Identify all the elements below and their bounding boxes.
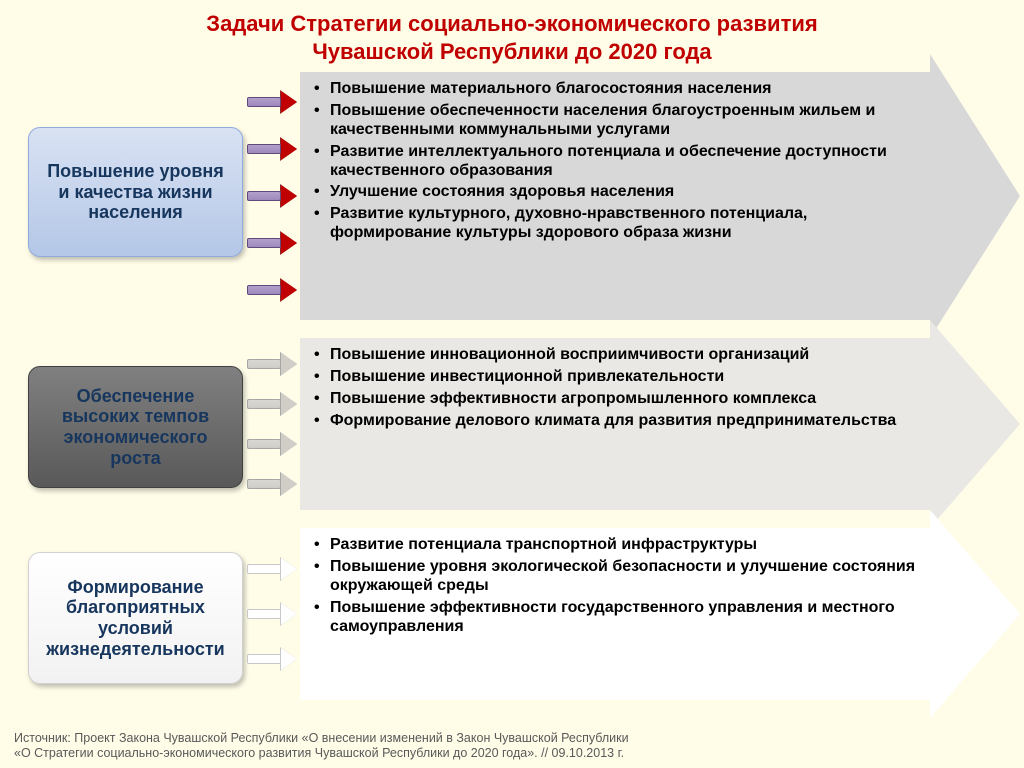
connector-arrow-icon: [247, 435, 299, 453]
connectors-2: [247, 546, 299, 682]
bullet-item: Повышение уровня экологической безопасно…: [314, 558, 916, 596]
big-arrow-2: Развитие потенциала транспортной инфраст…: [300, 528, 1020, 700]
bullet-item: Развитие интеллектуального потенциала и …: [314, 143, 916, 181]
goal-box-1: Обеспечение высоких темпов экономическог…: [28, 366, 243, 488]
connector-arrow-icon: [247, 650, 299, 668]
big-arrow-0: Повышение материального благосостояния н…: [300, 72, 1020, 320]
connector-arrow-icon: [247, 187, 299, 205]
bullet-item: Повышение инновационной восприимчивости …: [314, 346, 916, 365]
connectors-0: [247, 78, 299, 314]
connector-arrow-icon: [247, 355, 299, 373]
connector-arrow-icon: [247, 605, 299, 623]
connectors-1: [247, 344, 299, 504]
bullet-item: Улучшение состояния здоровья населения: [314, 183, 916, 202]
page-title: Задачи Стратегии социально-экономическог…: [0, 0, 1024, 71]
bullet-item: Повышение материального благосостояния н…: [314, 80, 916, 99]
source-text: Источник: Проект Закона Чувашской Респуб…: [14, 731, 629, 762]
bullet-item: Формирование делового климата для развит…: [314, 412, 916, 431]
connector-arrow-icon: [247, 560, 299, 578]
connector-arrow-icon: [247, 475, 299, 493]
connector-arrow-icon: [247, 234, 299, 252]
bullet-item: Повышение эффективности агропромышленног…: [314, 390, 916, 409]
connector-arrow-icon: [247, 395, 299, 413]
bullet-item: Повышение эффективности государственного…: [314, 599, 916, 637]
connector-arrow-icon: [247, 140, 299, 158]
big-arrow-1: Повышение инновационной восприимчивости …: [300, 338, 1020, 510]
connector-arrow-icon: [247, 93, 299, 111]
connector-arrow-icon: [247, 281, 299, 299]
goal-box-2: Формирование благоприятных условий жизне…: [28, 552, 243, 684]
bullet-item: Развитие культурного, духовно-нравственн…: [314, 205, 916, 243]
bullet-item: Повышение инвестиционной привлекательнос…: [314, 368, 916, 387]
bullet-item: Развитие потенциала транспортной инфраст…: [314, 536, 916, 555]
bullet-item: Повышение обеспеченности населения благо…: [314, 102, 916, 140]
goal-box-0: Повышение уровня и качества жизни населе…: [28, 127, 243, 257]
